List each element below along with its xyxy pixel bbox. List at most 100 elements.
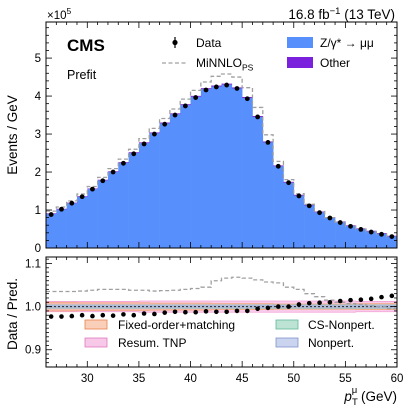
zmumu-bar <box>169 114 181 248</box>
data-point <box>255 114 261 120</box>
legend-fixed-order-swatch <box>84 319 108 330</box>
data-point <box>90 186 95 192</box>
ratio-data-point <box>327 299 333 305</box>
ratio-data-point <box>389 293 395 299</box>
legend-nonpert-label: Nonpert. <box>308 336 354 350</box>
data-point <box>265 140 271 145</box>
status-label: Prefit <box>67 68 97 82</box>
ratio-y-axis-label: Data / Pred. <box>5 278 20 350</box>
legend-resum-tnp-swatch <box>84 337 108 348</box>
legend-zmumu-label: Z/γ* → μμ <box>320 36 374 50</box>
ratio-y-tick-label: 0.9 <box>25 345 41 357</box>
data-point <box>172 112 178 118</box>
legend-minnlo-main: MiNNLO <box>196 56 242 70</box>
legend-minnlo-label: MiNNLOPS <box>196 56 254 73</box>
ratio-data-point <box>245 308 250 314</box>
zmumu-bar <box>211 86 222 248</box>
x-tick-label: 30 <box>81 373 94 385</box>
ratio-data-point <box>275 304 281 309</box>
main-panel: 0 1 2 3 4 5 <box>35 21 398 255</box>
ratio-y-tick-labels: 0.9 1.0 1.1 <box>25 258 41 356</box>
zmumu-bar <box>262 142 274 248</box>
zmumu-bar <box>76 196 88 248</box>
data-point <box>337 220 343 225</box>
ratio-data-point <box>172 309 178 315</box>
zmumu-bar <box>138 143 150 248</box>
zmumu-bar <box>293 195 305 248</box>
y-tick-label: 4 <box>35 91 42 103</box>
zmumu-bar <box>149 133 160 248</box>
zmumu-bar <box>159 123 171 248</box>
legend-item-data: Data <box>172 36 222 50</box>
lumi-value: 16.8 fb <box>288 7 329 22</box>
data-point <box>59 206 64 212</box>
ratio-data-point <box>234 308 240 314</box>
ratio-data-point <box>193 309 198 315</box>
legend-item-cs-nonpert: CS-Nonpert. <box>275 318 375 332</box>
ratio-data-point <box>348 297 353 303</box>
ratio-data-point <box>379 294 384 300</box>
data-point <box>193 95 199 100</box>
data-point <box>69 200 75 206</box>
ratio-ticks <box>45 257 398 368</box>
zmumu-bar <box>128 153 140 248</box>
ratio-data-point <box>183 309 188 315</box>
zmumu-bar <box>107 172 119 248</box>
ratio-data-point <box>141 311 147 316</box>
data-point <box>121 160 126 166</box>
ratio-data-point <box>59 314 64 319</box>
ratio-legend: Fixed-order+matching CS-Nonpert. Resum. … <box>84 318 375 350</box>
zmumu-bar <box>324 217 336 248</box>
data-point <box>213 84 219 90</box>
zmumu-bar <box>273 166 284 248</box>
zmumu-bar <box>87 189 98 248</box>
legend-item-zmumu: Z/γ* → μμ <box>287 36 374 50</box>
data-point <box>296 193 302 199</box>
zmumu-bar <box>66 203 78 248</box>
zmumu-bar <box>376 233 387 248</box>
lumi-energy: (13 TeV) <box>340 7 395 22</box>
main-ticks <box>45 22 398 249</box>
y-tick-label: 5 <box>35 53 41 65</box>
y-multiplier: ×105 <box>47 6 72 22</box>
zmumu-bar <box>118 162 129 248</box>
zmumu-bar <box>46 213 57 248</box>
ratio-data-point <box>214 309 219 315</box>
legend-data-label: Data <box>196 36 222 50</box>
legend-resum-tnp-label: Resum. TNP <box>118 336 186 350</box>
legend-cs-nonpert-label: CS-Nonpert. <box>308 318 375 332</box>
data-point <box>131 151 137 157</box>
ratio-data-point <box>79 312 85 318</box>
data-point <box>327 215 333 221</box>
ratio-y-tick-label: 1.1 <box>25 258 41 270</box>
ratio-data-point <box>255 306 260 312</box>
legend-other-label: Other <box>320 56 350 70</box>
data-point <box>348 223 353 229</box>
y-tick-label: 1 <box>35 205 41 217</box>
x-axis-label-main: p <box>343 389 352 404</box>
x-tick-label: 55 <box>339 373 352 385</box>
ratio-data-point <box>69 313 75 319</box>
ratio-data-point <box>121 312 126 317</box>
ratio-data-point <box>131 312 137 318</box>
zmumu-bar <box>56 209 67 248</box>
x-axis-label-sub: T <box>352 397 358 408</box>
ratio-data-point <box>317 300 322 306</box>
zmumu-bar <box>221 84 233 248</box>
ratio-data-point <box>296 302 302 307</box>
zmumu-bar <box>345 225 357 248</box>
zmumu-bar <box>304 205 315 248</box>
data-point <box>110 169 116 175</box>
ratio-data-point <box>368 296 374 302</box>
data-point <box>275 163 281 169</box>
main-bars <box>46 84 398 249</box>
legend-item-other: Other <box>287 56 350 70</box>
data-point <box>358 226 364 232</box>
legend-data-marker <box>172 39 178 46</box>
main-y-axis-label: Events / GeV <box>5 95 20 175</box>
data-point <box>368 229 374 235</box>
data-point <box>286 180 292 186</box>
zmumu-bar <box>242 97 253 248</box>
legend-minnlo-sub: PS <box>242 63 254 73</box>
